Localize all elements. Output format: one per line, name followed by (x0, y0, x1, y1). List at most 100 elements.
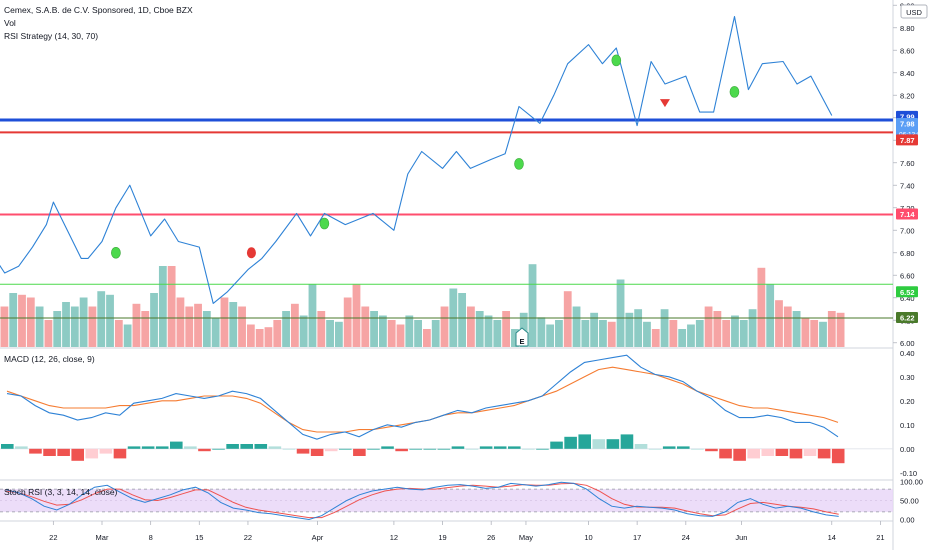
macd-legend: MACD (12, 26, close, 9) (4, 354, 95, 364)
macd-histogram-bar (508, 446, 521, 449)
macd-histogram-bar (817, 448, 831, 459)
macd-histogram-bar (493, 446, 507, 449)
price-series-line (0, 15, 833, 304)
volume-bar (458, 293, 467, 347)
macd-histogram-bar (677, 446, 690, 449)
time-axis-label: May (519, 533, 533, 542)
time-axis-label: 24 (682, 533, 690, 542)
time-axis-label: 17 (633, 533, 641, 542)
volume-bar (387, 320, 396, 347)
strategy-legend: RSI Strategy (14, 30, 70) (4, 31, 98, 41)
time-axis-label: 21 (876, 533, 884, 542)
volume-bar (9, 293, 18, 347)
volume-bar (70, 306, 79, 347)
price-tag (896, 286, 918, 298)
macd-histogram-bar (606, 439, 620, 449)
macd-histogram-bar (198, 448, 211, 452)
macd-histogram-bar (184, 446, 197, 449)
volume-bar (766, 284, 775, 347)
volume-bar (88, 306, 97, 347)
macd-histogram-bar (592, 439, 606, 449)
volume-bar (607, 321, 616, 347)
price-tag (896, 208, 918, 220)
volume-bar (599, 320, 607, 347)
time-axis-label: Mar (96, 533, 109, 542)
macd-histogram-bar (662, 446, 676, 449)
volume-bar (238, 306, 246, 347)
price-axis-label: 6.80 (900, 249, 915, 258)
volume-bar (18, 294, 26, 347)
earnings-marker[interactable]: E (515, 327, 529, 347)
volume-bar (405, 315, 414, 347)
macd-histogram-bar (296, 448, 310, 454)
volume-bar (334, 321, 343, 347)
buy-signal-marker (514, 158, 524, 170)
volume-bar (299, 315, 308, 347)
volume-bar (484, 315, 493, 347)
macd-histogram-bar (226, 444, 239, 449)
volume-bar (396, 324, 405, 347)
stoch-legend: Stoch RSI (3, 3, 14, 14, close) (4, 487, 118, 497)
volume-bar (317, 311, 326, 347)
macd-histogram-bar (155, 446, 169, 449)
time-axis-label: Apr (312, 533, 324, 542)
volume-bar (493, 320, 502, 347)
macd-histogram-bar (353, 448, 366, 456)
volume-bar (775, 300, 783, 347)
volume-bar (176, 297, 185, 347)
volume-bar (836, 312, 845, 347)
volume-bar (634, 309, 643, 347)
stoch-axis-label: 50.00 (900, 497, 919, 506)
volume-bar (651, 329, 660, 347)
volume-bar (26, 297, 35, 347)
volume-bar (423, 329, 431, 347)
volume-bar (739, 320, 748, 347)
time-axis-label: 22 (49, 533, 57, 542)
currency-badge[interactable]: USD (900, 4, 928, 19)
macd-histogram-bar (254, 444, 268, 449)
macd-histogram-bar (803, 448, 817, 456)
macd-histogram-bar (522, 448, 535, 450)
earnings-glyph: E (519, 337, 524, 346)
volume-bar (264, 327, 273, 347)
volume-bar (185, 306, 194, 347)
price-axis-label: 6.60 (900, 271, 915, 280)
macd-histogram-bar (747, 448, 760, 459)
volume-bar (704, 306, 713, 347)
price-axis-label: 8.80 (900, 24, 915, 33)
volume-bar (687, 324, 695, 347)
price-tag-label: 7.14 (900, 210, 915, 219)
volume-bar (352, 284, 361, 347)
volume-bar (370, 311, 378, 347)
volume-bar (123, 324, 132, 347)
volume-bar (194, 303, 202, 347)
price-tag (896, 134, 918, 146)
volume-bar (246, 324, 255, 347)
time-axis-label: 14 (828, 533, 836, 542)
macd-histogram-bar (705, 448, 718, 452)
macd-histogram-bar (733, 448, 746, 461)
x-axis-layer: 22 Mar 8 15 22 Apr 12 19 26 May 10 17 24 Jun 14 21 (49, 521, 885, 542)
volume-bar (537, 317, 546, 347)
stoch-band-layer (0, 488, 893, 513)
volume-bar (132, 303, 141, 347)
volume-bar (502, 311, 511, 347)
volume-bar (792, 311, 801, 347)
stoch-layer (6, 481, 839, 521)
price-axis-label: 7.20 (900, 204, 915, 213)
macd-axis-label: 0.10 (900, 421, 915, 430)
volume-bar (202, 311, 211, 347)
currency-label: USD (906, 8, 922, 17)
volume-bar (695, 320, 704, 347)
volume-bar (563, 291, 572, 347)
volume-bar (475, 311, 484, 347)
macd-histogram-bar (395, 448, 408, 452)
price-tag (896, 312, 918, 323)
volume-bar (220, 297, 229, 347)
volume-bar (53, 311, 62, 347)
macd-line (6, 354, 839, 440)
macd-histogram-bar (465, 448, 479, 450)
macd-histogram-bar (423, 448, 437, 450)
volume-bar (158, 266, 167, 347)
stoch-d-line (6, 482, 839, 519)
